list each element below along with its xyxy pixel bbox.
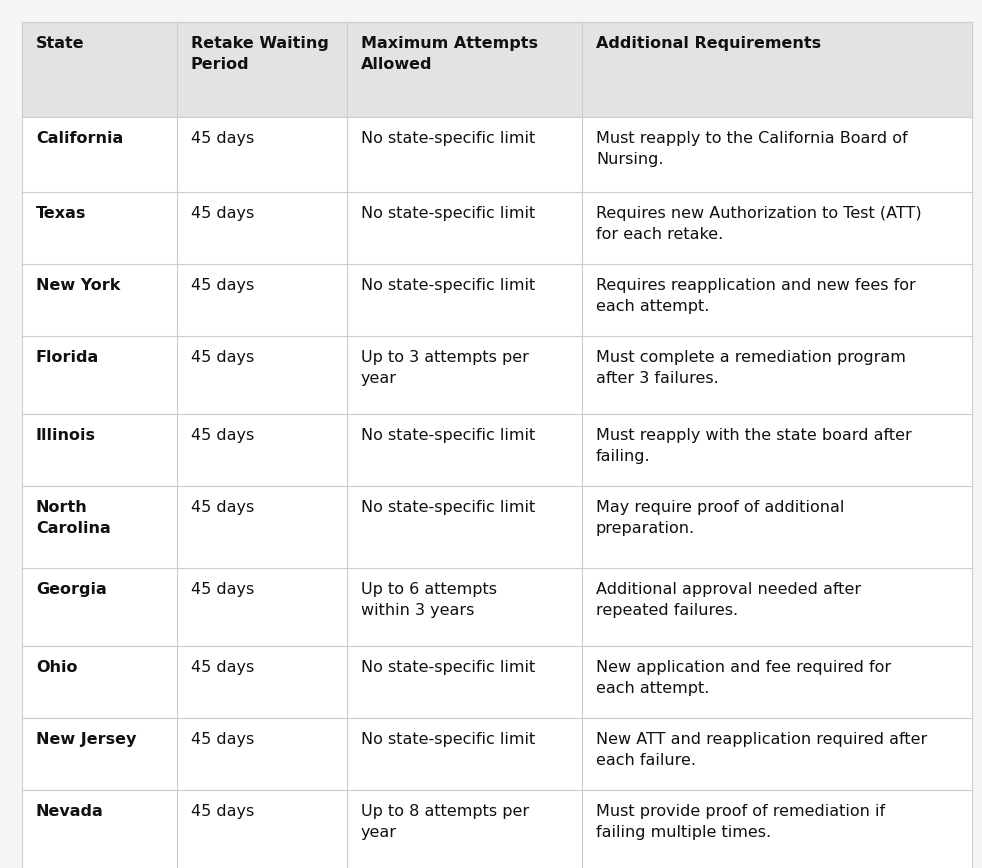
Text: New ATT and reapplication required after
each failure.: New ATT and reapplication required after… — [596, 732, 927, 768]
Bar — [22, 336, 972, 414]
Text: Florida: Florida — [36, 350, 99, 365]
Text: 45 days: 45 days — [191, 804, 254, 819]
Bar — [22, 486, 972, 568]
Text: Up to 6 attempts
within 3 years: Up to 6 attempts within 3 years — [361, 582, 497, 618]
Text: Retake Waiting
Period: Retake Waiting Period — [191, 36, 329, 72]
Text: Nevada: Nevada — [36, 804, 104, 819]
Text: 45 days: 45 days — [191, 582, 254, 597]
Bar — [22, 790, 972, 868]
Text: Requires reapplication and new fees for
each attempt.: Requires reapplication and new fees for … — [596, 278, 916, 314]
Text: Georgia: Georgia — [36, 582, 107, 597]
Text: Ohio: Ohio — [36, 660, 78, 675]
Text: 45 days: 45 days — [191, 131, 254, 146]
Text: No state-specific limit: No state-specific limit — [361, 428, 535, 443]
Text: State: State — [36, 36, 84, 51]
Text: Illinois: Illinois — [36, 428, 96, 443]
Text: No state-specific limit: No state-specific limit — [361, 660, 535, 675]
Text: No state-specific limit: No state-specific limit — [361, 206, 535, 221]
Text: Requires new Authorization to Test (ATT)
for each retake.: Requires new Authorization to Test (ATT)… — [596, 206, 922, 242]
Text: Must reapply with the state board after
failing.: Must reapply with the state board after … — [596, 428, 911, 464]
Text: California: California — [36, 131, 124, 146]
Text: North
Carolina: North Carolina — [36, 500, 111, 536]
Bar — [22, 646, 972, 718]
Text: May require proof of additional
preparation.: May require proof of additional preparat… — [596, 500, 845, 536]
Text: 45 days: 45 days — [191, 732, 254, 747]
Text: 45 days: 45 days — [191, 350, 254, 365]
Text: Must provide proof of remediation if
failing multiple times.: Must provide proof of remediation if fai… — [596, 804, 885, 840]
Bar — [22, 192, 972, 264]
Text: Must complete a remediation program
after 3 failures.: Must complete a remediation program afte… — [596, 350, 905, 386]
Text: New York: New York — [36, 278, 121, 293]
Text: 45 days: 45 days — [191, 428, 254, 443]
Bar — [22, 117, 972, 192]
Text: No state-specific limit: No state-specific limit — [361, 278, 535, 293]
Text: Additional approval needed after
repeated failures.: Additional approval needed after repeate… — [596, 582, 861, 618]
Text: 45 days: 45 days — [191, 500, 254, 515]
Bar — [22, 568, 972, 646]
Text: Must reapply to the California Board of
Nursing.: Must reapply to the California Board of … — [596, 131, 907, 167]
Text: 45 days: 45 days — [191, 660, 254, 675]
Text: Maximum Attempts
Allowed: Maximum Attempts Allowed — [361, 36, 538, 72]
Text: No state-specific limit: No state-specific limit — [361, 732, 535, 747]
Text: New application and fee required for
each attempt.: New application and fee required for eac… — [596, 660, 891, 696]
Text: 45 days: 45 days — [191, 278, 254, 293]
Text: 45 days: 45 days — [191, 206, 254, 221]
Text: Up to 3 attempts per
year: Up to 3 attempts per year — [361, 350, 529, 386]
Text: No state-specific limit: No state-specific limit — [361, 500, 535, 515]
Text: Additional Requirements: Additional Requirements — [596, 36, 821, 51]
Text: Up to 8 attempts per
year: Up to 8 attempts per year — [361, 804, 529, 840]
Bar — [22, 414, 972, 486]
Bar — [22, 264, 972, 336]
Text: New Jersey: New Jersey — [36, 732, 136, 747]
Bar — [22, 22, 972, 117]
Text: No state-specific limit: No state-specific limit — [361, 131, 535, 146]
Text: Texas: Texas — [36, 206, 86, 221]
Bar — [22, 718, 972, 790]
